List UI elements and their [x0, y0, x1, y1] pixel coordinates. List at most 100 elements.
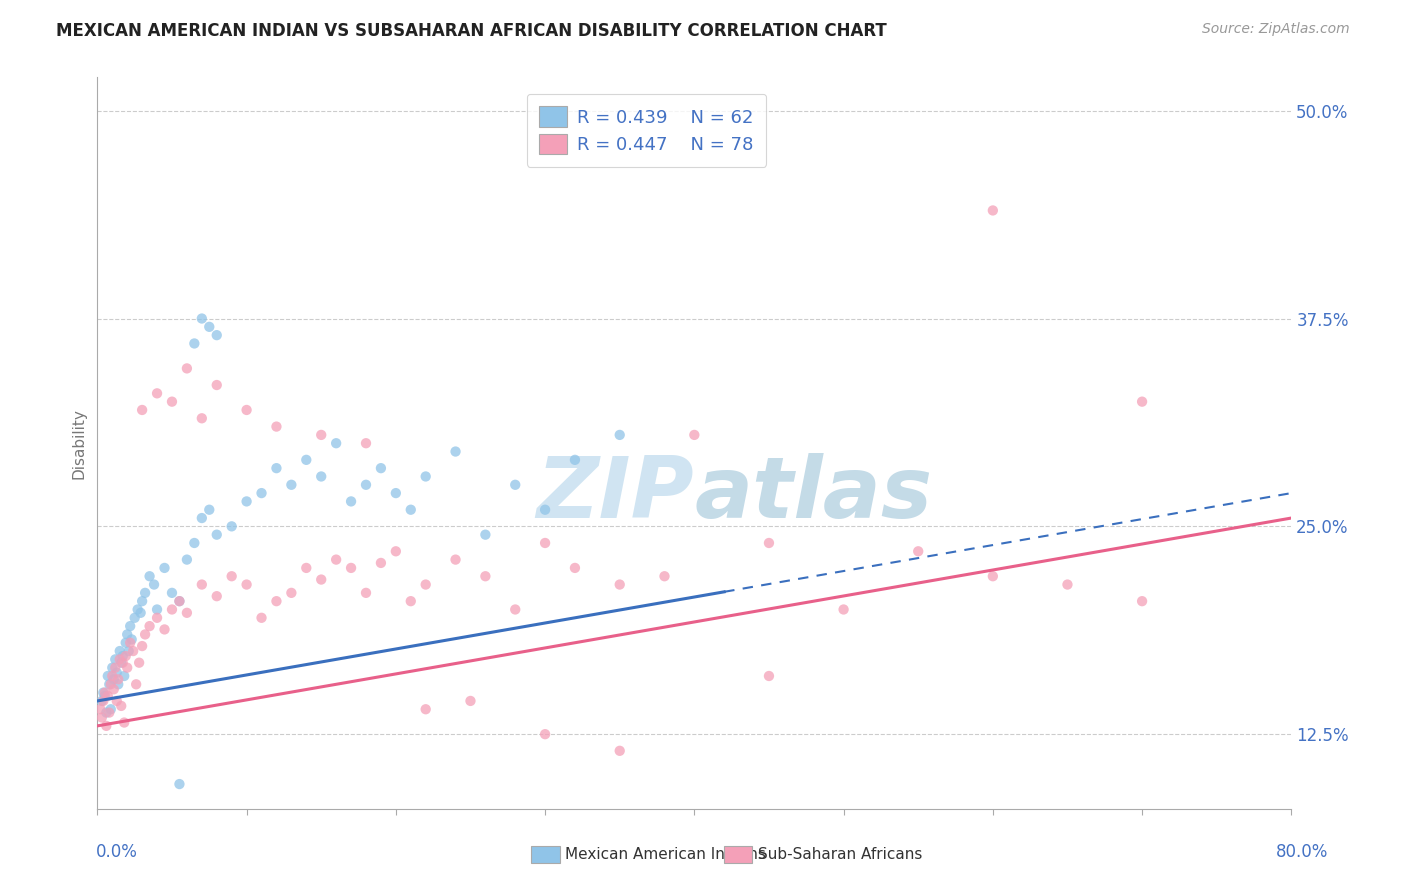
Point: [125, 677, 148, 691]
Point: [112, 669, 135, 683]
Point: [295, 453, 318, 467]
Point: [138, 569, 160, 583]
Point: [115, 661, 138, 675]
Point: [120, 636, 142, 650]
Point: [758, 669, 780, 683]
Point: [105, 665, 128, 680]
Text: Mexican American Indians: Mexican American Indians: [565, 847, 766, 862]
Point: [110, 656, 132, 670]
Point: [153, 623, 176, 637]
Y-axis label: Disability: Disability: [72, 408, 86, 479]
Point: [266, 419, 288, 434]
Point: [120, 619, 142, 633]
Point: [1130, 394, 1153, 409]
Point: [385, 486, 408, 500]
Point: [266, 594, 288, 608]
Point: [309, 428, 332, 442]
Point: [111, 656, 134, 670]
Point: [444, 552, 467, 566]
Point: [108, 652, 131, 666]
Point: [205, 328, 228, 343]
Point: [191, 411, 214, 425]
Point: [415, 702, 437, 716]
Point: [98, 706, 121, 720]
Point: [115, 627, 138, 641]
Point: [354, 477, 377, 491]
Point: [153, 561, 176, 575]
Point: [176, 552, 198, 566]
Point: [325, 552, 347, 566]
Point: [340, 561, 363, 575]
Point: [683, 428, 706, 442]
Point: [146, 602, 169, 616]
Point: [114, 648, 136, 663]
Point: [399, 502, 422, 516]
Point: [280, 586, 302, 600]
Point: [198, 502, 221, 516]
Point: [564, 561, 586, 575]
Point: [91, 685, 114, 699]
Point: [250, 486, 273, 500]
Point: [832, 602, 855, 616]
Point: [654, 569, 676, 583]
Text: 80.0%: 80.0%: [1277, 843, 1329, 861]
Text: atlas: atlas: [695, 453, 932, 536]
Point: [89, 702, 111, 716]
Point: [235, 577, 257, 591]
Point: [609, 428, 631, 442]
Point: [138, 619, 160, 633]
Point: [160, 586, 183, 600]
Point: [96, 719, 118, 733]
Point: [100, 702, 122, 716]
Point: [191, 511, 214, 525]
Point: [110, 698, 132, 713]
Point: [474, 527, 496, 541]
Point: [101, 661, 124, 675]
Point: [354, 436, 377, 450]
Point: [198, 319, 221, 334]
Point: [205, 589, 228, 603]
Text: 0.0%: 0.0%: [96, 843, 138, 861]
Point: [101, 669, 124, 683]
Point: [112, 715, 135, 730]
Point: [474, 569, 496, 583]
Point: [111, 648, 134, 663]
Point: [609, 744, 631, 758]
Point: [129, 606, 152, 620]
Point: [280, 477, 302, 491]
Point: [609, 577, 631, 591]
Point: [98, 677, 121, 691]
Point: [104, 661, 127, 675]
Point: [503, 477, 526, 491]
Point: [146, 386, 169, 401]
Point: [118, 644, 141, 658]
Point: [128, 656, 150, 670]
Point: [131, 403, 153, 417]
Point: [221, 519, 243, 533]
Text: MEXICAN AMERICAN INDIAN VS SUBSAHARAN AFRICAN DISABILITY CORRELATION CHART: MEXICAN AMERICAN INDIAN VS SUBSAHARAN AF…: [56, 22, 887, 40]
Point: [96, 706, 118, 720]
Point: [191, 577, 214, 591]
Point: [340, 494, 363, 508]
Point: [534, 502, 557, 516]
Point: [176, 361, 198, 376]
Point: [121, 632, 143, 647]
Point: [100, 677, 122, 691]
Point: [131, 594, 153, 608]
Point: [309, 469, 332, 483]
Point: [250, 611, 273, 625]
Point: [415, 469, 437, 483]
Legend: R = 0.439    N = 62, R = 0.447    N = 78: R = 0.439 N = 62, R = 0.447 N = 78: [527, 94, 766, 167]
Point: [94, 685, 117, 699]
Point: [205, 378, 228, 392]
Point: [169, 777, 191, 791]
Point: [534, 727, 557, 741]
Text: Source: ZipAtlas.com: Source: ZipAtlas.com: [1202, 22, 1350, 37]
Point: [169, 594, 191, 608]
Point: [143, 577, 166, 591]
Point: [176, 606, 198, 620]
Point: [97, 669, 120, 683]
Point: [94, 689, 117, 703]
Point: [108, 644, 131, 658]
Point: [122, 644, 145, 658]
